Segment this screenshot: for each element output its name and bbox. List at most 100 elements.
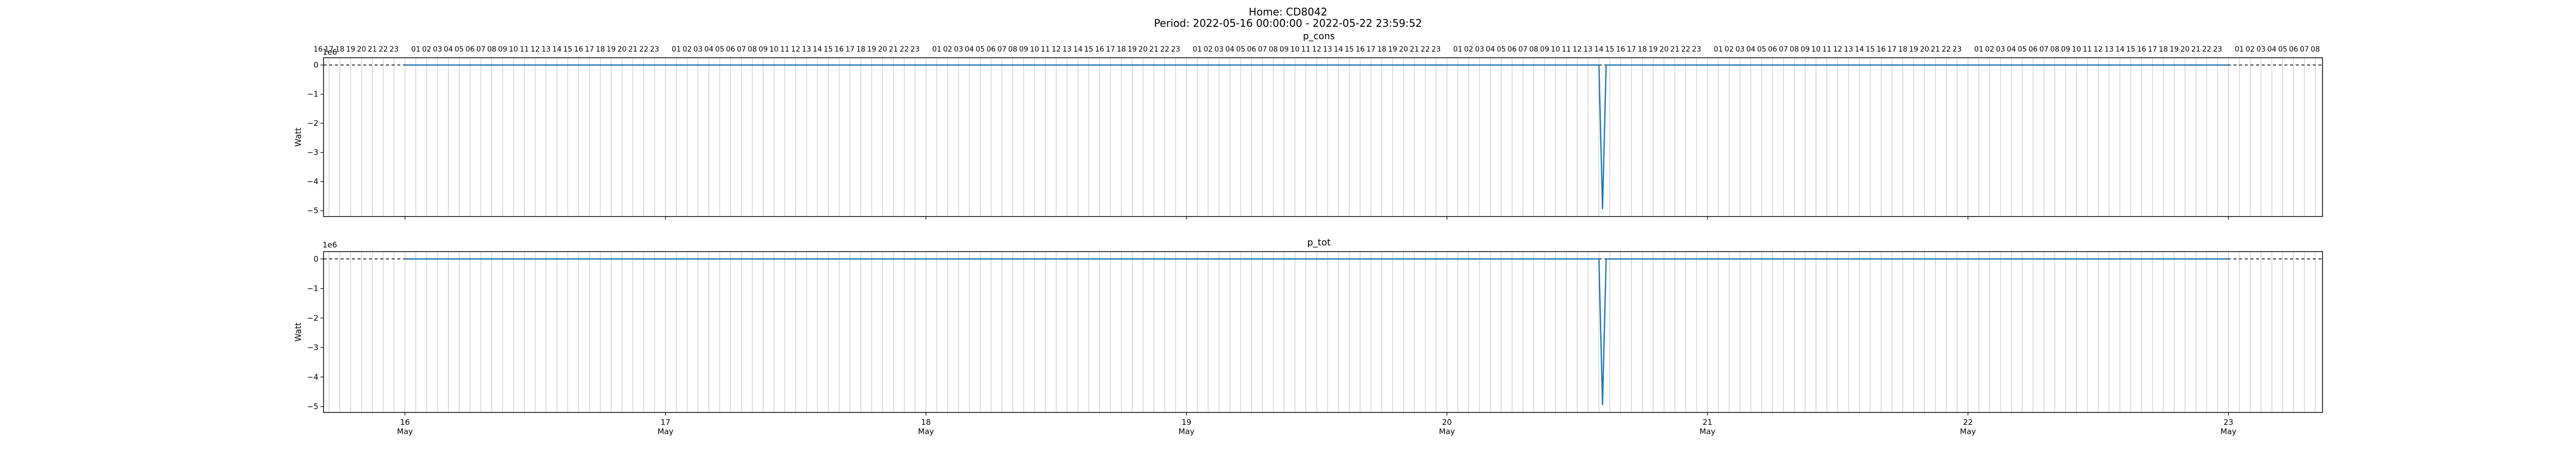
hour-label: 15 bbox=[1345, 45, 1354, 54]
hour-label: 22 bbox=[639, 45, 649, 54]
hour-label: 04 bbox=[1225, 45, 1234, 54]
hour-label: 16 bbox=[1876, 45, 1886, 54]
hour-label: 23 bbox=[1171, 45, 1180, 54]
hour-label: 05 bbox=[1757, 45, 1767, 54]
hour-label: 22 bbox=[2202, 45, 2211, 54]
hour-label: 20 bbox=[1920, 45, 1929, 54]
x-tick-day: 16 bbox=[400, 418, 410, 427]
hour-label: 04 bbox=[1486, 45, 1495, 54]
hour-label: 07 bbox=[477, 45, 486, 54]
x-tick-day: 23 bbox=[2224, 418, 2233, 427]
hour-label: 10 bbox=[509, 45, 518, 54]
hour-label: 19 bbox=[867, 45, 876, 54]
suptitle-period: Period: 2022-05-16 00:00:00 - 2022-05-22… bbox=[1154, 17, 1422, 29]
hour-label: 05 bbox=[1497, 45, 1506, 54]
hour-label: 06 bbox=[987, 45, 996, 54]
hour-label: 13 bbox=[541, 45, 551, 54]
hour-label: 07 bbox=[1779, 45, 1788, 54]
hour-label: 03 bbox=[1735, 45, 1744, 54]
hour-label: 16 bbox=[314, 45, 323, 54]
hour-label: 08 bbox=[2311, 45, 2320, 54]
hour-label: 11 bbox=[1822, 45, 1832, 54]
hour-label: 20 bbox=[1659, 45, 1669, 54]
hour-label: 12 bbox=[2094, 45, 2103, 54]
hour-label: 10 bbox=[769, 45, 778, 54]
hour-label: 21 bbox=[889, 45, 898, 54]
hour-label: 06 bbox=[1247, 45, 1256, 54]
hour-label: 17 bbox=[1106, 45, 1115, 54]
hour-label: 10 bbox=[1291, 45, 1300, 54]
hour-label: 19 bbox=[1649, 45, 1658, 54]
hour-label: 16 bbox=[574, 45, 583, 54]
hour-label: 03 bbox=[433, 45, 442, 54]
hour-label: 05 bbox=[454, 45, 464, 54]
hour-label: 18 bbox=[335, 45, 345, 54]
hour-label: 05 bbox=[1236, 45, 1245, 54]
hour-label: 21 bbox=[629, 45, 638, 54]
hour-label: 14 bbox=[552, 45, 562, 54]
hour-label: 19 bbox=[1388, 45, 1397, 54]
hour-label: 11 bbox=[780, 45, 789, 54]
hour-label: 18 bbox=[856, 45, 866, 54]
hour-label: 11 bbox=[1041, 45, 1050, 54]
hour-label: 20 bbox=[878, 45, 887, 54]
hour-label: 04 bbox=[2267, 45, 2277, 54]
hour-label: 23 bbox=[1953, 45, 1962, 54]
hour-label: 15 bbox=[1084, 45, 1093, 54]
hour-label: 16 bbox=[1355, 45, 1365, 54]
y-tick-label: −4 bbox=[307, 372, 318, 382]
hour-label: 07 bbox=[1518, 45, 1528, 54]
hour-label: 21 bbox=[1931, 45, 1940, 54]
hour-label: 16 bbox=[2137, 45, 2146, 54]
hour-label: 19 bbox=[2170, 45, 2179, 54]
hour-label: 08 bbox=[487, 45, 497, 54]
hour-label: 15 bbox=[824, 45, 833, 54]
hour-label: 23 bbox=[910, 45, 920, 54]
hour-label: 14 bbox=[1595, 45, 1604, 54]
hour-label: 07 bbox=[2300, 45, 2309, 54]
hour-label: 21 bbox=[368, 45, 377, 54]
hour-label: 14 bbox=[2115, 45, 2125, 54]
hour-label: 23 bbox=[1432, 45, 1441, 54]
hour-label: 13 bbox=[802, 45, 811, 54]
hour-label: 20 bbox=[617, 45, 626, 54]
hour-label: 03 bbox=[2257, 45, 2266, 54]
hour-label: 23 bbox=[650, 45, 659, 54]
x-tick-day: 18 bbox=[921, 418, 931, 427]
hour-label: 10 bbox=[1030, 45, 1039, 54]
hour-label: 02 bbox=[1204, 45, 1213, 54]
hour-label: 15 bbox=[1866, 45, 1875, 54]
panel-p-tot: p_tot 1e6 Watt 0−1−2−3−4−516May17May18Ma… bbox=[293, 237, 2323, 436]
panel-title-p-tot: p_tot bbox=[1307, 237, 1331, 248]
hour-label: 08 bbox=[748, 45, 757, 54]
hour-label: 22 bbox=[900, 45, 909, 54]
hour-label: 11 bbox=[1301, 45, 1311, 54]
hour-label: 02 bbox=[2246, 45, 2255, 54]
hour-label: 15 bbox=[1605, 45, 1615, 54]
hour-label: 01 bbox=[411, 45, 420, 54]
hour-label: 06 bbox=[726, 45, 735, 54]
hour-label: 08 bbox=[1008, 45, 1018, 54]
x-tick-month: May bbox=[1700, 427, 1716, 436]
hour-label: 13 bbox=[1323, 45, 1332, 54]
hour-label: 05 bbox=[715, 45, 724, 54]
hour-label: 18 bbox=[1117, 45, 1126, 54]
x-tick-month: May bbox=[1439, 427, 1455, 436]
hour-label: 09 bbox=[1801, 45, 1810, 54]
x-tick-month: May bbox=[2221, 427, 2236, 436]
hour-label: 01 bbox=[2235, 45, 2244, 54]
hour-label: 08 bbox=[2050, 45, 2059, 54]
hour-label: 23 bbox=[389, 45, 399, 54]
hour-label: 12 bbox=[531, 45, 540, 54]
y-tick-label: −4 bbox=[307, 177, 318, 186]
y-tick-label: −5 bbox=[307, 402, 318, 411]
hour-label: 01 bbox=[1453, 45, 1463, 54]
hour-label: 12 bbox=[791, 45, 801, 54]
hour-label: 21 bbox=[1410, 45, 1419, 54]
hour-label: 10 bbox=[1811, 45, 1821, 54]
hour-label: 10 bbox=[1551, 45, 1560, 54]
hour-grid-lines bbox=[328, 252, 2316, 412]
y-tick-label: −1 bbox=[307, 90, 318, 99]
x-tick-month: May bbox=[1178, 427, 1194, 436]
hour-label: 14 bbox=[1855, 45, 1864, 54]
